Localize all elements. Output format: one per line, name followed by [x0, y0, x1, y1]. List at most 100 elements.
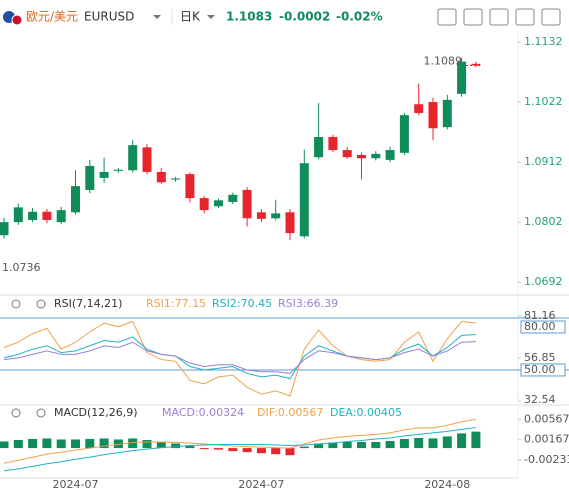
macd-bar — [13, 439, 23, 449]
candle-body — [371, 153, 381, 159]
y-tick-label: 1.0692 — [524, 275, 563, 288]
dropdown-caret[interactable] — [207, 15, 215, 19]
macd-bar — [99, 438, 109, 449]
macd-bar — [199, 448, 209, 450]
candle-body — [399, 115, 409, 153]
candle-body — [85, 165, 95, 190]
macd-bar — [442, 436, 452, 449]
tool-icon[interactable] — [541, 8, 561, 26]
macd-bar — [71, 439, 80, 449]
macd-bar — [428, 438, 438, 449]
candle-body — [242, 189, 252, 219]
candle-body — [285, 212, 295, 234]
y-tick-label: 56.85 — [524, 351, 556, 364]
macd-bar — [156, 442, 166, 449]
period[interactable]: 日K — [180, 10, 201, 24]
x-tick-label: 2024-07 — [238, 478, 284, 491]
macd-bar — [113, 439, 123, 449]
candle-body — [28, 211, 38, 220]
price-change-pct: -0.02% — [336, 10, 383, 24]
candle-body — [271, 213, 281, 219]
macd-bar — [128, 438, 138, 449]
y-tick-label: 80.00 — [524, 320, 556, 333]
candle-body — [228, 194, 238, 202]
macd-bar — [242, 448, 252, 453]
legend-entry: RSI1:77.15 — [146, 297, 206, 310]
candle-body — [185, 174, 195, 199]
macd-bar — [56, 439, 66, 449]
candle-body — [71, 186, 80, 213]
candle-body — [99, 171, 109, 178]
macd-bar — [385, 440, 395, 449]
macd-bar — [28, 438, 38, 449]
symbol[interactable]: EURUSD — [84, 10, 134, 24]
legend-entry: RSI2:70.45 — [212, 297, 272, 310]
dropdown-caret[interactable] — [153, 15, 161, 19]
rsi-line — [3, 320, 476, 397]
macd-bar — [185, 446, 195, 449]
candle-body — [314, 136, 324, 158]
candle-body — [42, 211, 52, 220]
macd-bar — [42, 438, 52, 449]
macd-bar — [214, 448, 223, 450]
x-tick-label: 2024-07 — [53, 478, 99, 491]
macd-bar — [271, 448, 281, 455]
legend-entry: DIF:0.00567 — [257, 406, 323, 419]
indicator-title: RSI(7,14,21) — [54, 297, 122, 310]
macd-bar — [471, 431, 481, 449]
candle-body — [471, 63, 481, 66]
y-tick-label: -0.00233 — [524, 453, 569, 466]
candle-body — [156, 171, 166, 183]
candle-body — [0, 222, 9, 236]
y-tick-label: 1.1022 — [524, 95, 563, 108]
macd-bar — [357, 442, 366, 449]
y-tick-label: 1.1132 — [524, 35, 563, 48]
level-badge — [520, 320, 566, 334]
y-tick-label: 0.00167 — [524, 433, 569, 446]
macd-bar — [85, 438, 95, 449]
tool-icon[interactable] — [463, 8, 483, 26]
tool-icon[interactable] — [489, 8, 509, 26]
legend-entry: DEA:0.00405 — [330, 406, 402, 419]
y-tick-label: 1.0802 — [524, 215, 563, 228]
candle-body — [199, 198, 209, 211]
y-tick-label: 0.00567 — [524, 412, 569, 425]
settings-icon[interactable] — [36, 299, 46, 309]
candle-body — [299, 163, 309, 237]
macd-bar — [414, 437, 424, 449]
x-tick-label: 2024-08 — [424, 478, 470, 491]
macd-bar — [314, 443, 324, 449]
eye-icon[interactable] — [11, 408, 21, 418]
price-annotation: 1.1089 — [424, 54, 463, 67]
candle-body — [442, 99, 452, 128]
legend-entry: MACD:0.00324 — [162, 406, 244, 419]
candle-body — [414, 104, 424, 113]
price-annotation: 1.0736 — [2, 261, 41, 274]
last-price: 1.1083 — [226, 10, 272, 24]
macd-bar — [328, 442, 338, 449]
legend-entry: RSI3:66.39 — [278, 297, 338, 310]
rsi-line — [3, 341, 476, 374]
level-badge — [520, 363, 566, 377]
macd-bar — [299, 446, 309, 449]
y-tick-label: 81.16 — [524, 309, 556, 322]
tool-icon[interactable] — [515, 8, 535, 26]
candle-body — [357, 154, 366, 159]
candle-body — [256, 212, 266, 219]
candle-body — [385, 150, 395, 160]
eye-icon[interactable] — [11, 299, 21, 309]
flag-us — [11, 14, 23, 26]
candle-body — [328, 136, 338, 151]
candle-body — [214, 200, 223, 207]
macd-bar — [171, 443, 181, 449]
tool-icon[interactable] — [437, 8, 457, 26]
candle-body — [13, 207, 23, 223]
macd-line — [3, 418, 476, 464]
pair-name: 欧元/美元 — [26, 10, 78, 24]
candle-body — [171, 178, 181, 180]
header: 欧元/美元 EURUSD 日K 1.1083 -0.0002 -0.02% — [3, 8, 561, 26]
y-tick-label: 1.0912 — [524, 155, 563, 168]
settings-icon[interactable] — [36, 408, 46, 418]
